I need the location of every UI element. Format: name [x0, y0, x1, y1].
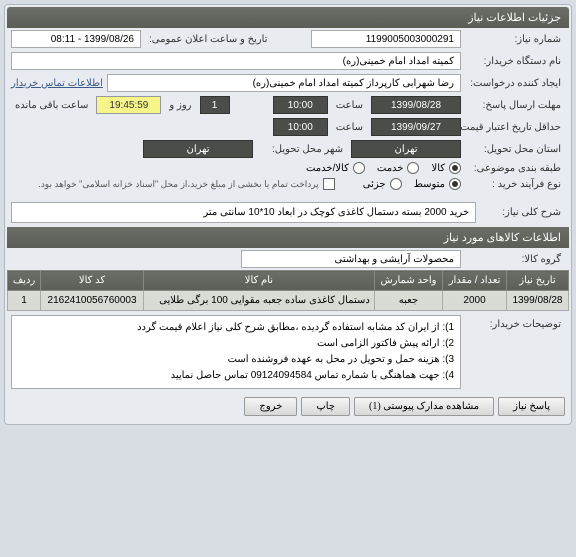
main-panel: جزئیات اطلاعات نیاز شماره نیاز: 11990050…	[4, 4, 572, 425]
buytype-label: نوع فرآیند خرید :	[465, 179, 565, 190]
remain-clock: 19:45:59	[96, 96, 161, 114]
notes-label: توضیحات خریدار:	[465, 315, 565, 330]
items-header: اطلاعات کالاهای مورد نیاز	[7, 227, 569, 248]
note-line: 2): ارائه پیش فاکتور الزامی است	[18, 336, 454, 352]
requester-label: ایجاد کننده درخواست:	[465, 78, 565, 89]
radio-icon	[390, 178, 402, 190]
print-button[interactable]: چاپ	[301, 397, 350, 416]
validity-date: 1399/09/27	[371, 118, 461, 136]
deadline-time-label: ساعت	[332, 100, 367, 111]
radio-icon	[449, 178, 461, 190]
budget-label: طبقه بندی موضوعی:	[465, 163, 565, 174]
answer-button[interactable]: پاسخ نیاز	[498, 397, 565, 416]
note-line: 1): از ایران کد مشابه استفاده گردیده ،مط…	[18, 320, 454, 336]
group-value: محصولات آرایشی و بهداشتی	[241, 250, 461, 268]
table-row[interactable]: 1399/08/28 2000 جعبه دستمال کاغذی ساده ج…	[8, 291, 569, 311]
budget-opt-khedmat[interactable]: خدمت	[377, 162, 420, 174]
col-row: ردیف	[8, 271, 41, 291]
col-code: کد کالا	[41, 271, 144, 291]
requester-value: رضا شهرابی کارپرداز کمیته امداد امام خمی…	[107, 74, 461, 92]
need-no-value: 1199005003000291	[311, 30, 461, 48]
buytype-radio-group: متوسط جزئی	[363, 178, 461, 190]
deadline-label: مهلت ارسال پاسخ:	[465, 100, 565, 111]
city-value: تهران	[143, 140, 253, 158]
remain-days: 1	[200, 96, 230, 114]
need-no-label: شماره نیاز:	[465, 34, 565, 45]
validity-label: حداقل تاریخ اعتبار قیمت: تا تاریخ:	[465, 122, 565, 133]
treasury-checkbox[interactable]	[323, 178, 335, 190]
budget-opt-kala[interactable]: کالا	[431, 162, 461, 174]
treasury-note: پرداخت تمام یا بخشی از مبلغ خرید،از محل …	[38, 179, 318, 190]
buytype-opt-small[interactable]: جزئی	[363, 178, 402, 190]
remain-suffix: ساعت باقی مانده	[11, 100, 92, 111]
group-label: گروه کالا:	[465, 254, 565, 265]
contact-link[interactable]: اطلاعات تماس خریدار	[11, 78, 103, 89]
deadline-time: 10:00	[273, 96, 328, 114]
deadline-date: 1399/08/28	[371, 96, 461, 114]
note-line: 4): جهت هماهنگی با شماره تماس 0912409458…	[18, 368, 454, 384]
button-bar: پاسخ نیاز مشاهده مدارک پیوستی (1) چاپ خر…	[7, 391, 569, 422]
items-table: تاریخ نیاز تعداد / مقدار واحد شمارش نام …	[7, 270, 569, 311]
validity-time-label: ساعت	[332, 122, 367, 133]
notes-box: 1): از ایران کد مشابه استفاده گردیده ،مط…	[11, 315, 461, 389]
radio-icon	[353, 162, 365, 174]
panel-title: جزئیات اطلاعات نیاز	[7, 7, 569, 28]
pub-date-label: تاریخ و ساعت اعلان عمومی:	[145, 34, 272, 45]
desc-label: شرح کلی نیاز:	[480, 207, 565, 218]
budget-radio-group: کالا خدمت کالا/خدمت	[306, 162, 461, 174]
budget-opt-both[interactable]: کالا/خدمت	[306, 162, 365, 174]
buyer-org-label: نام دستگاه خریدار:	[465, 56, 565, 67]
validity-time: 10:00	[273, 118, 328, 136]
remain-days-label: روز و	[165, 100, 195, 111]
attachments-button[interactable]: مشاهده مدارک پیوستی (1)	[354, 397, 494, 416]
radio-icon	[449, 162, 461, 174]
desc-value: خرید 2000 بسته دستمال کاغذی کوچک در ابعا…	[11, 202, 476, 223]
buyer-org-value: کمیته امداد امام خمینی(ره)	[11, 52, 461, 70]
col-date: تاریخ نیاز	[506, 271, 568, 291]
exit-button[interactable]: خروج	[244, 397, 297, 416]
province-value: تهران	[351, 140, 461, 158]
city-label: شهر محل تحویل:	[257, 144, 347, 155]
province-label: استان محل تحویل:	[465, 144, 565, 155]
note-line: 3): هزینه حمل و تحویل در محل به عهده فرو…	[18, 352, 454, 368]
pub-date-value: 1399/08/26 - 08:11	[11, 30, 141, 48]
buytype-opt-medium[interactable]: متوسط	[414, 178, 461, 190]
col-qty: تعداد / مقدار	[443, 271, 507, 291]
col-unit: واحد شمارش	[374, 271, 442, 291]
radio-icon	[407, 162, 419, 174]
col-name: نام کالا	[144, 271, 375, 291]
